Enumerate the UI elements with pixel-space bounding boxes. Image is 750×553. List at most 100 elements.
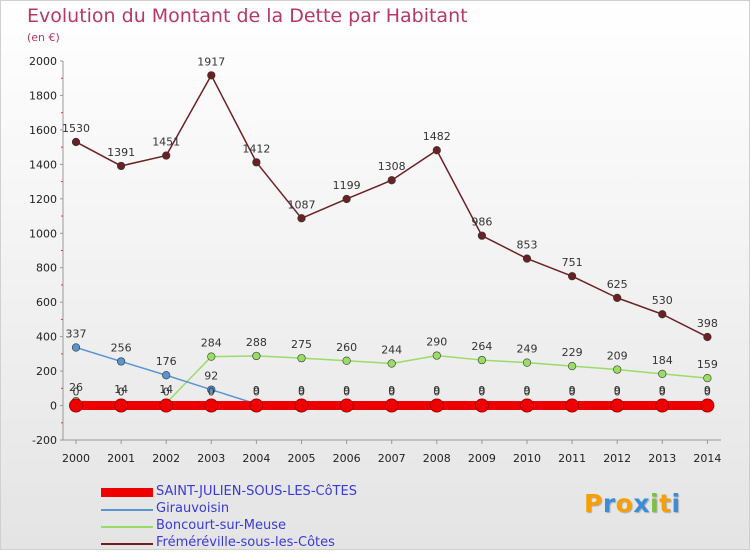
data-point [429, 398, 444, 413]
data-label: 9 [298, 384, 305, 397]
legend-label: Boncourt-sur-Meuse [156, 518, 287, 533]
data-point [294, 398, 309, 413]
proxiti-logo: Proxiti [584, 489, 681, 518]
data-label: 1451 [152, 136, 180, 149]
legend-label: Fréméréville-sous-les-Côtes [156, 535, 335, 550]
chart-unit: (en €) [27, 31, 60, 44]
data-point [567, 361, 577, 371]
legend-swatch [101, 488, 153, 497]
x-tick-label: 2007 [378, 452, 406, 465]
data-label: 0 [253, 386, 260, 399]
data-label: 0 [163, 386, 170, 399]
data-point [207, 71, 216, 80]
data-point [162, 151, 171, 160]
data-label: 398 [697, 317, 718, 330]
data-label: 0 [433, 386, 440, 399]
x-tick-label: 2003 [197, 452, 225, 465]
x-tick-label: 2014 [693, 452, 721, 465]
data-label: 0 [118, 386, 125, 399]
x-tick-label: 2005 [288, 452, 316, 465]
data-point [71, 343, 81, 352]
data-label: 530 [652, 294, 673, 307]
data-label: 14 [114, 383, 128, 396]
legend-swatch [101, 526, 153, 528]
data-labels-layer: 1530 1391 1451 1917 1412 1087 1199 1308 1482 986 8… [62, 55, 718, 398]
data-label: 275 [291, 338, 312, 351]
y-tick-label: 2000 [29, 55, 57, 68]
x-tick-label: 2004 [242, 452, 270, 465]
logo-letter: r [602, 489, 616, 518]
data-point [522, 358, 532, 367]
data-point [116, 357, 126, 366]
data-label: 9 [478, 384, 485, 397]
legend-label: SAINT-JULIEN-SOUS-LES-CôTES [156, 484, 357, 499]
data-label: 1391 [107, 146, 135, 159]
data-label: 1482 [423, 130, 451, 143]
data-point [703, 332, 712, 342]
data-label: 9 [343, 384, 350, 397]
data-label: 0 [343, 386, 350, 399]
x-tick-label: 2006 [333, 452, 361, 465]
data-label: 0 [298, 386, 305, 399]
data-point [703, 374, 712, 383]
data-point [207, 352, 216, 361]
data-label: 9 [524, 384, 531, 397]
data-label: 0 [569, 386, 576, 399]
data-point [658, 369, 667, 378]
data-label: 1308 [378, 160, 406, 173]
y-tick-label: 1800 [29, 89, 57, 102]
data-point [565, 398, 580, 413]
data-label: 244 [381, 344, 402, 357]
data-point [384, 398, 399, 413]
data-label: 9 [433, 384, 440, 397]
x-tick-label: 2008 [423, 452, 451, 465]
data-point [69, 398, 83, 413]
data-label: 9 [659, 384, 666, 397]
data-point [610, 398, 625, 413]
data-point [522, 254, 532, 263]
data-label: 9 [704, 384, 711, 397]
data-point [162, 371, 171, 380]
data-label: 159 [697, 358, 718, 371]
x-tick-label: 2012 [603, 452, 631, 465]
data-point [339, 398, 354, 413]
y-tick-label: 600 [36, 296, 57, 309]
logo-letter: t [659, 489, 672, 518]
data-point [114, 398, 129, 413]
data-point [474, 398, 489, 413]
y-tick-label: 1400 [29, 158, 57, 171]
data-point [655, 398, 670, 413]
data-label: 184 [652, 354, 673, 367]
series-3 [71, 71, 712, 342]
legend-swatch [101, 543, 153, 545]
data-label: 1530 [62, 122, 90, 135]
data-point [613, 293, 622, 302]
data-point [387, 359, 396, 368]
data-point [116, 161, 126, 171]
data-point [432, 351, 441, 360]
data-label: 1087 [288, 198, 316, 211]
data-point [252, 351, 261, 361]
chart-title: Evolution du Montant de la Dette par Hab… [27, 5, 468, 27]
data-point [700, 398, 715, 413]
legend-swatch [101, 509, 153, 511]
data-label: 249 [517, 343, 538, 356]
data-point [520, 398, 534, 413]
data-label: 986 [471, 216, 492, 229]
y-tick-label: 0 [50, 400, 57, 413]
x-tick-label: 2013 [648, 452, 676, 465]
data-label: 0 [524, 386, 531, 399]
data-label: 0 [704, 386, 711, 399]
x-tick-label: 2009 [468, 452, 496, 465]
data-label: 625 [607, 278, 628, 291]
y-tick-label: 1600 [29, 124, 57, 137]
logo-letter: i [650, 489, 660, 518]
data-point [658, 310, 667, 319]
y-tick-label: 1200 [29, 193, 57, 206]
data-point [613, 365, 622, 374]
data-label: 176 [156, 355, 177, 368]
data-label: 264 [471, 340, 492, 353]
data-point [297, 354, 306, 363]
data-point [297, 214, 306, 223]
